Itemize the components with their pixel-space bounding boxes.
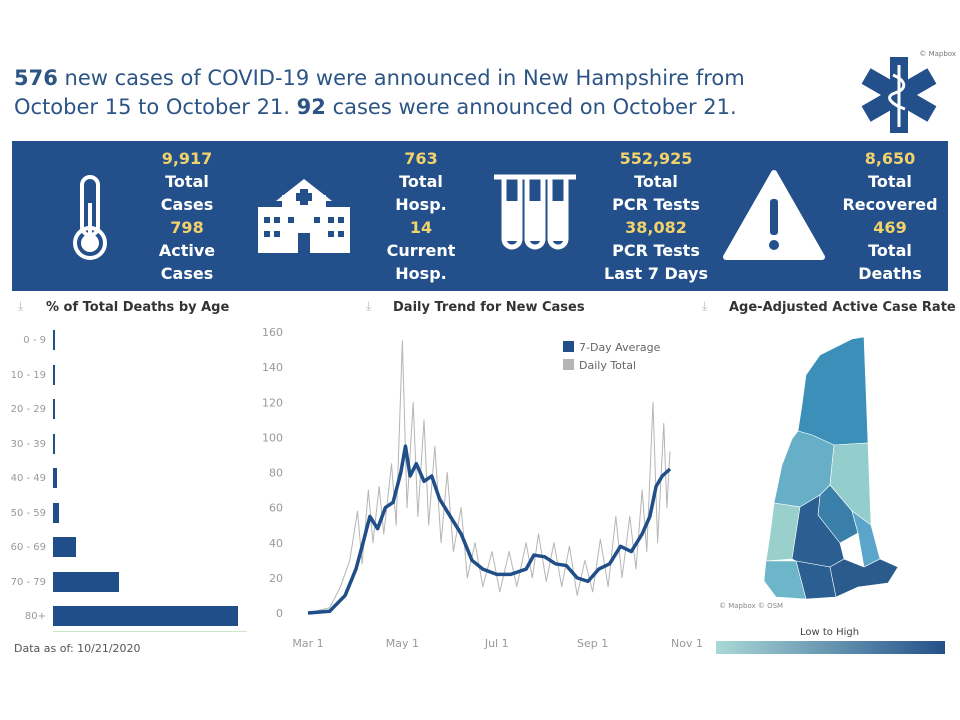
test-tubes-icon: [494, 174, 576, 250]
deaths-value: 469: [873, 218, 907, 237]
hospital-icon: [258, 179, 350, 253]
new-cases-count: 576: [14, 66, 58, 90]
age-label: 0 - 9: [23, 335, 46, 346]
stat-tests: 552,925 Total PCR Tests 38,082 PCR Tests Last…: [596, 147, 716, 285]
trend-line-chart: 0 20 40 60 80 100 120 140 160 Mar 1 May 1 Jul 1 Sep …: [262, 326, 703, 650]
y-tick-label: 40: [269, 537, 283, 550]
thermometer-icon: [73, 175, 107, 260]
download-icon[interactable]: ⤓: [18, 299, 24, 313]
county-rockingham[interactable]: [829, 558, 899, 598]
death-bar[interactable]: [53, 571, 120, 592]
trend-title: Daily Trend for New Cases: [393, 300, 585, 315]
headline-text: new cases of COVID-19 were announced in …: [14, 66, 745, 119]
age-label: 20 - 29: [10, 404, 46, 415]
stat-label: Hosp.: [395, 195, 447, 214]
county-coos[interactable]: [797, 336, 869, 446]
seven-day-average-line: [307, 444, 672, 615]
mapbox-credit: © Mapbox: [919, 50, 956, 58]
x-tick-label: Sep 1: [577, 637, 608, 650]
y-tick-label: 80: [269, 467, 283, 480]
death-bar[interactable]: [53, 399, 55, 419]
stat-label: Current: [386, 241, 456, 260]
download-icon[interactable]: ⤓: [702, 299, 708, 313]
death-bar[interactable]: [53, 502, 60, 523]
legend-label: 7-Day Average: [579, 341, 661, 354]
current-hosp-value: 14: [409, 218, 433, 237]
age-label: 70 - 79: [10, 576, 46, 588]
warning-icon: [723, 170, 825, 260]
age-label: 30 - 39: [10, 438, 46, 450]
stat-label: Active: [158, 241, 216, 260]
total-cases-value: 9,917: [161, 149, 213, 168]
day-cases-count: 92: [296, 95, 326, 119]
county-sullivan-s[interactable]: [765, 502, 801, 562]
x-tick-label: Mar 1: [292, 637, 323, 650]
death-bar[interactable]: [53, 468, 58, 488]
stat-label: Total: [868, 172, 912, 191]
stat-label: Recovered: [842, 195, 938, 214]
legend-label: Daily Total: [579, 359, 636, 372]
stat-label: Last 7 Days: [604, 264, 708, 283]
age-label: 50 - 59: [10, 507, 46, 519]
death-bar[interactable]: [53, 433, 55, 454]
y-tick-label: 100: [262, 431, 283, 444]
data-as-of: Data as of: 10/21/2020: [14, 642, 141, 655]
active-cases-value: 798: [170, 218, 204, 237]
x-tick-label: May 1: [386, 637, 419, 650]
age-label: 40 - 49: [10, 473, 46, 484]
county-cheshire[interactable]: [763, 560, 807, 600]
recovered-value: 8,650: [864, 149, 916, 168]
y-tick-label: 140: [262, 361, 283, 374]
stat-label: PCR Tests: [612, 241, 700, 260]
stat-cases: 9,917 Total Cases 798 Active Cases: [132, 147, 242, 285]
nh-county-map[interactable]: [760, 335, 910, 605]
stat-label: Hosp.: [395, 264, 447, 283]
total-hosp-value: 763: [404, 149, 438, 168]
age-label: 60 - 69: [10, 542, 46, 553]
stat-label: Total: [868, 241, 912, 260]
y-tick-label: 0: [276, 607, 283, 620]
headline: 576 new cases of COVID-19 were announced…: [14, 64, 834, 122]
death-bar[interactable]: [53, 364, 55, 385]
stat-label: Cases: [160, 195, 214, 214]
legend-swatch: [563, 359, 574, 370]
deaths-title: % of Total Deaths by Age: [46, 300, 230, 315]
stat-hosp: 763 Total Hosp. 14 Current Hosp.: [366, 147, 476, 285]
map-credit: © Mapbox © OSM: [719, 602, 784, 610]
stat-label: Total: [165, 172, 209, 191]
legend-title: Low to High: [800, 627, 860, 638]
x-tick-label: Nov 1: [671, 637, 703, 650]
tests-7day-value: 38,082: [625, 218, 687, 237]
death-bar[interactable]: [53, 606, 238, 626]
death-bar[interactable]: [53, 330, 55, 350]
age-label: 80+: [24, 611, 46, 622]
stat-label: Deaths: [858, 264, 922, 283]
total-tests-value: 552,925: [619, 149, 693, 168]
star-of-life-icon: [861, 57, 937, 133]
death-bar[interactable]: [53, 537, 77, 557]
stat-label: Total: [634, 172, 678, 191]
download-icon[interactable]: ⤓: [366, 299, 372, 313]
y-tick-label: 120: [262, 396, 283, 409]
stats-banner: 9,917 Total Cases 798 Active Cases 763 Total Ho…: [12, 141, 948, 291]
stat-label: PCR Tests: [612, 195, 700, 214]
stat-outcomes: 8,650 Total Recovered 469 Total Deaths: [832, 147, 948, 285]
y-tick-label: 160: [262, 326, 283, 339]
age-label: 10 - 19: [10, 369, 46, 381]
deaths-bar-chart: 0 - 9 10 - 19 20 - 29 30 - 39 40 - 49 50 - 59…: [0, 330, 260, 630]
x-tick-label: Jul 1: [484, 637, 509, 650]
color-legend: [716, 641, 945, 654]
stat-label: Cases: [160, 264, 214, 283]
legend-swatch: [563, 341, 574, 352]
map-title: Age-Adjusted Active Case Rate: [729, 300, 956, 315]
headline-text-2: cases were announced on October 21.: [325, 95, 737, 119]
stat-label: Total: [399, 172, 443, 191]
axis-line: [53, 631, 247, 632]
y-tick-label: 20: [269, 572, 283, 585]
y-tick-label: 60: [269, 502, 283, 515]
